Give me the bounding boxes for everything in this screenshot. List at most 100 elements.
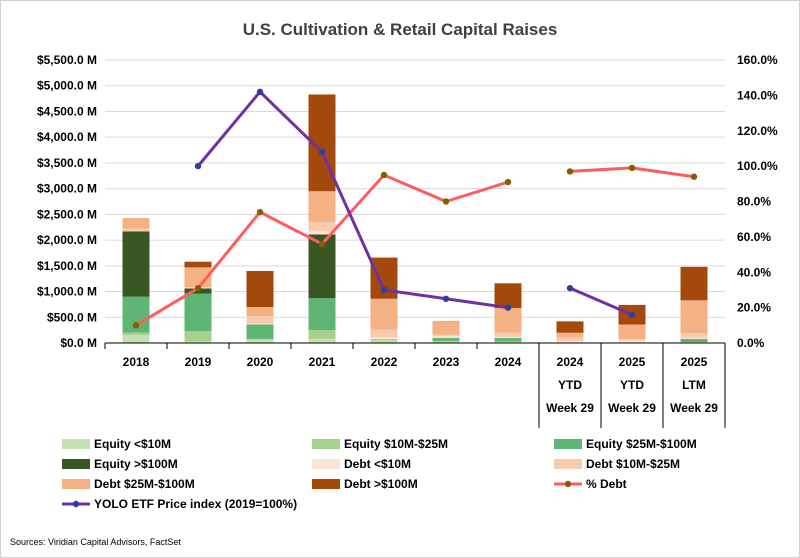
point-debt <box>318 240 326 248</box>
x-category-label: 2022 <box>371 355 398 369</box>
bar-debt-25m-100m <box>122 217 150 229</box>
line-yolo-etf-price-index-2019-100 <box>196 90 510 310</box>
legend-debt-10m-label: Debt <$10M <box>344 457 411 471</box>
x-category-label: 2018 <box>123 355 150 369</box>
legend-equity-100m-swatch <box>62 459 90 469</box>
y-right-tick-label: 60.0% <box>737 230 771 244</box>
y-left-tick-label: $5,500.0 M <box>37 53 97 67</box>
legend-debt-10m-swatch <box>312 459 340 469</box>
x-category-label: Week 29 <box>608 401 656 415</box>
bar-debt-25m-100m <box>184 267 212 288</box>
bar-debt-10m-25m <box>432 334 460 337</box>
bar-equity-10m-25m <box>308 330 336 339</box>
bar-equity-10m <box>308 338 336 343</box>
legend-yolo-etf-price-index-2019-100-marker <box>72 500 80 508</box>
x-category-label: Week 29 <box>546 401 594 415</box>
x-category-label: 2024 <box>557 355 584 369</box>
y-left-tick-label: $2,000.0 M <box>37 233 97 247</box>
y-right-tick-label: 120.0% <box>737 124 778 138</box>
bar-equity-10m-25m <box>494 341 522 343</box>
point-yolo-etf-price-index-2019-100 <box>380 286 388 294</box>
bar-debt-100m <box>494 283 522 309</box>
point-debt <box>194 284 202 292</box>
y-right-tick-label: 80.0% <box>737 195 771 209</box>
point-debt <box>690 173 698 180</box>
y-left-tick-label: $2,500.0 M <box>37 207 97 221</box>
bar-equity-10m-25m <box>246 338 274 340</box>
y-left-tick-label: $4,000.0 M <box>37 130 97 144</box>
bar-debt-25m-100m <box>432 320 460 335</box>
point-yolo-etf-price-index-2019-100 <box>256 88 264 96</box>
bar-equity-10m-25m <box>370 338 398 341</box>
bar-equity-25m-100m <box>494 337 522 342</box>
bar-debt-25m-100m <box>618 324 646 339</box>
bar-debt-10m <box>246 323 274 325</box>
bar-debt-25m-100m <box>308 191 336 223</box>
point-yolo-etf-price-index-2019-100 <box>566 284 574 292</box>
y-left-tick-label: $3,000.0 M <box>37 182 97 196</box>
bar-debt-25m-100m <box>370 298 398 330</box>
bar-debt-100m <box>680 266 708 301</box>
legend-debt-10m-25m-swatch <box>554 459 582 469</box>
y-right-tick-label: 140.0% <box>737 88 778 102</box>
legend-equity-10m-25m-label: Equity $10M-$25M <box>344 437 448 451</box>
bar-debt-10m <box>680 337 708 339</box>
point-yolo-etf-price-index-2019-100 <box>442 295 450 302</box>
legend-equity-25m-100m-swatch <box>554 439 582 449</box>
legend-yolo-etf-price-index-2019-100-label: YOLO ETF Price index (2019=100%) <box>94 497 297 511</box>
bar-equity-25m-100m <box>308 298 336 331</box>
x-axis-categories: 2018 2019 2020 2021 2022 2023 2024 2024 YTD Week … <box>123 355 719 415</box>
y-left-tick-label: $500.0 M <box>47 310 97 324</box>
y-right-tick-label: 160.0% <box>737 53 778 67</box>
y-left-tick-label: $3,500.0 M <box>37 156 97 170</box>
x-category-label: 2025 <box>619 355 646 369</box>
x-category-label: Week 29 <box>670 401 718 415</box>
bar-equity-100m <box>122 231 150 297</box>
bars <box>122 94 708 343</box>
y-left-tick-label: $1,000.0 M <box>37 285 97 299</box>
point-yolo-etf-price-index-2019-100 <box>504 304 512 311</box>
line-series <box>132 88 698 329</box>
bar-equity-25m-100m <box>680 338 708 342</box>
line-yolo-etf-price-index-2019-100 <box>568 286 634 317</box>
bar-debt-10m-25m <box>618 338 646 341</box>
bar-debt-10m <box>494 336 522 338</box>
legend-equity-25m-100m-label: Equity $25M-$100M <box>586 437 697 451</box>
y-axis-left-ticks: $0.0 M $500.0 M $1,000.0 M $1,500.0 M $2,000… <box>37 53 97 350</box>
bar-equity-10m-25m <box>432 340 460 342</box>
y-right-tick-label: 0.0% <box>737 336 765 350</box>
legend-equity-10m-25m-swatch <box>312 439 340 449</box>
bar-equity-10m-25m <box>122 332 150 336</box>
legend-equity-10m-swatch <box>62 439 90 449</box>
legend-debt-25m-100m-label: Debt $25M-$100M <box>94 477 195 491</box>
bar-equity-25m-100m <box>432 337 460 341</box>
legend-debt-100m-swatch <box>312 479 340 489</box>
point-debt <box>132 322 140 329</box>
legend: Equity <$10M Equity $10M-$25M Equity $25M-… <box>62 437 697 511</box>
point-yolo-etf-price-index-2019-100 <box>318 148 326 156</box>
x-category-label: 2019 <box>185 355 212 369</box>
y-right-tick-label: 100.0% <box>737 159 778 173</box>
bar-debt-10m-25m <box>370 329 398 338</box>
point-debt <box>442 198 450 205</box>
bar-debt-100m <box>184 261 212 268</box>
bar-debt-10m-25m <box>680 333 708 338</box>
legend-debt-25m-100m-swatch <box>62 479 90 489</box>
y-left-tick-label: $5,000.0 M <box>37 79 97 93</box>
legend-debt-10m-25m-label: Debt $10M-$25M <box>586 457 680 471</box>
bar-debt-100m <box>556 321 584 333</box>
x-category-label: YTD <box>620 378 644 392</box>
point-yolo-etf-price-index-2019-100 <box>628 311 636 318</box>
y-left-tick-label: $0.0 M <box>60 336 97 350</box>
legend-debt-label: % Debt <box>586 477 627 491</box>
bar-debt-10m-25m <box>122 228 150 232</box>
point-debt <box>380 171 388 179</box>
y-left-tick-label: $4,500.0 M <box>37 104 97 118</box>
bar-debt-25m-100m <box>680 300 708 334</box>
bar-equity-10m <box>122 335 150 343</box>
point-debt <box>504 178 512 186</box>
legend-equity-100m-label: Equity >$100M <box>94 457 178 471</box>
bar-equity-10m-25m <box>184 331 212 342</box>
bar-equity-10m <box>184 341 212 343</box>
